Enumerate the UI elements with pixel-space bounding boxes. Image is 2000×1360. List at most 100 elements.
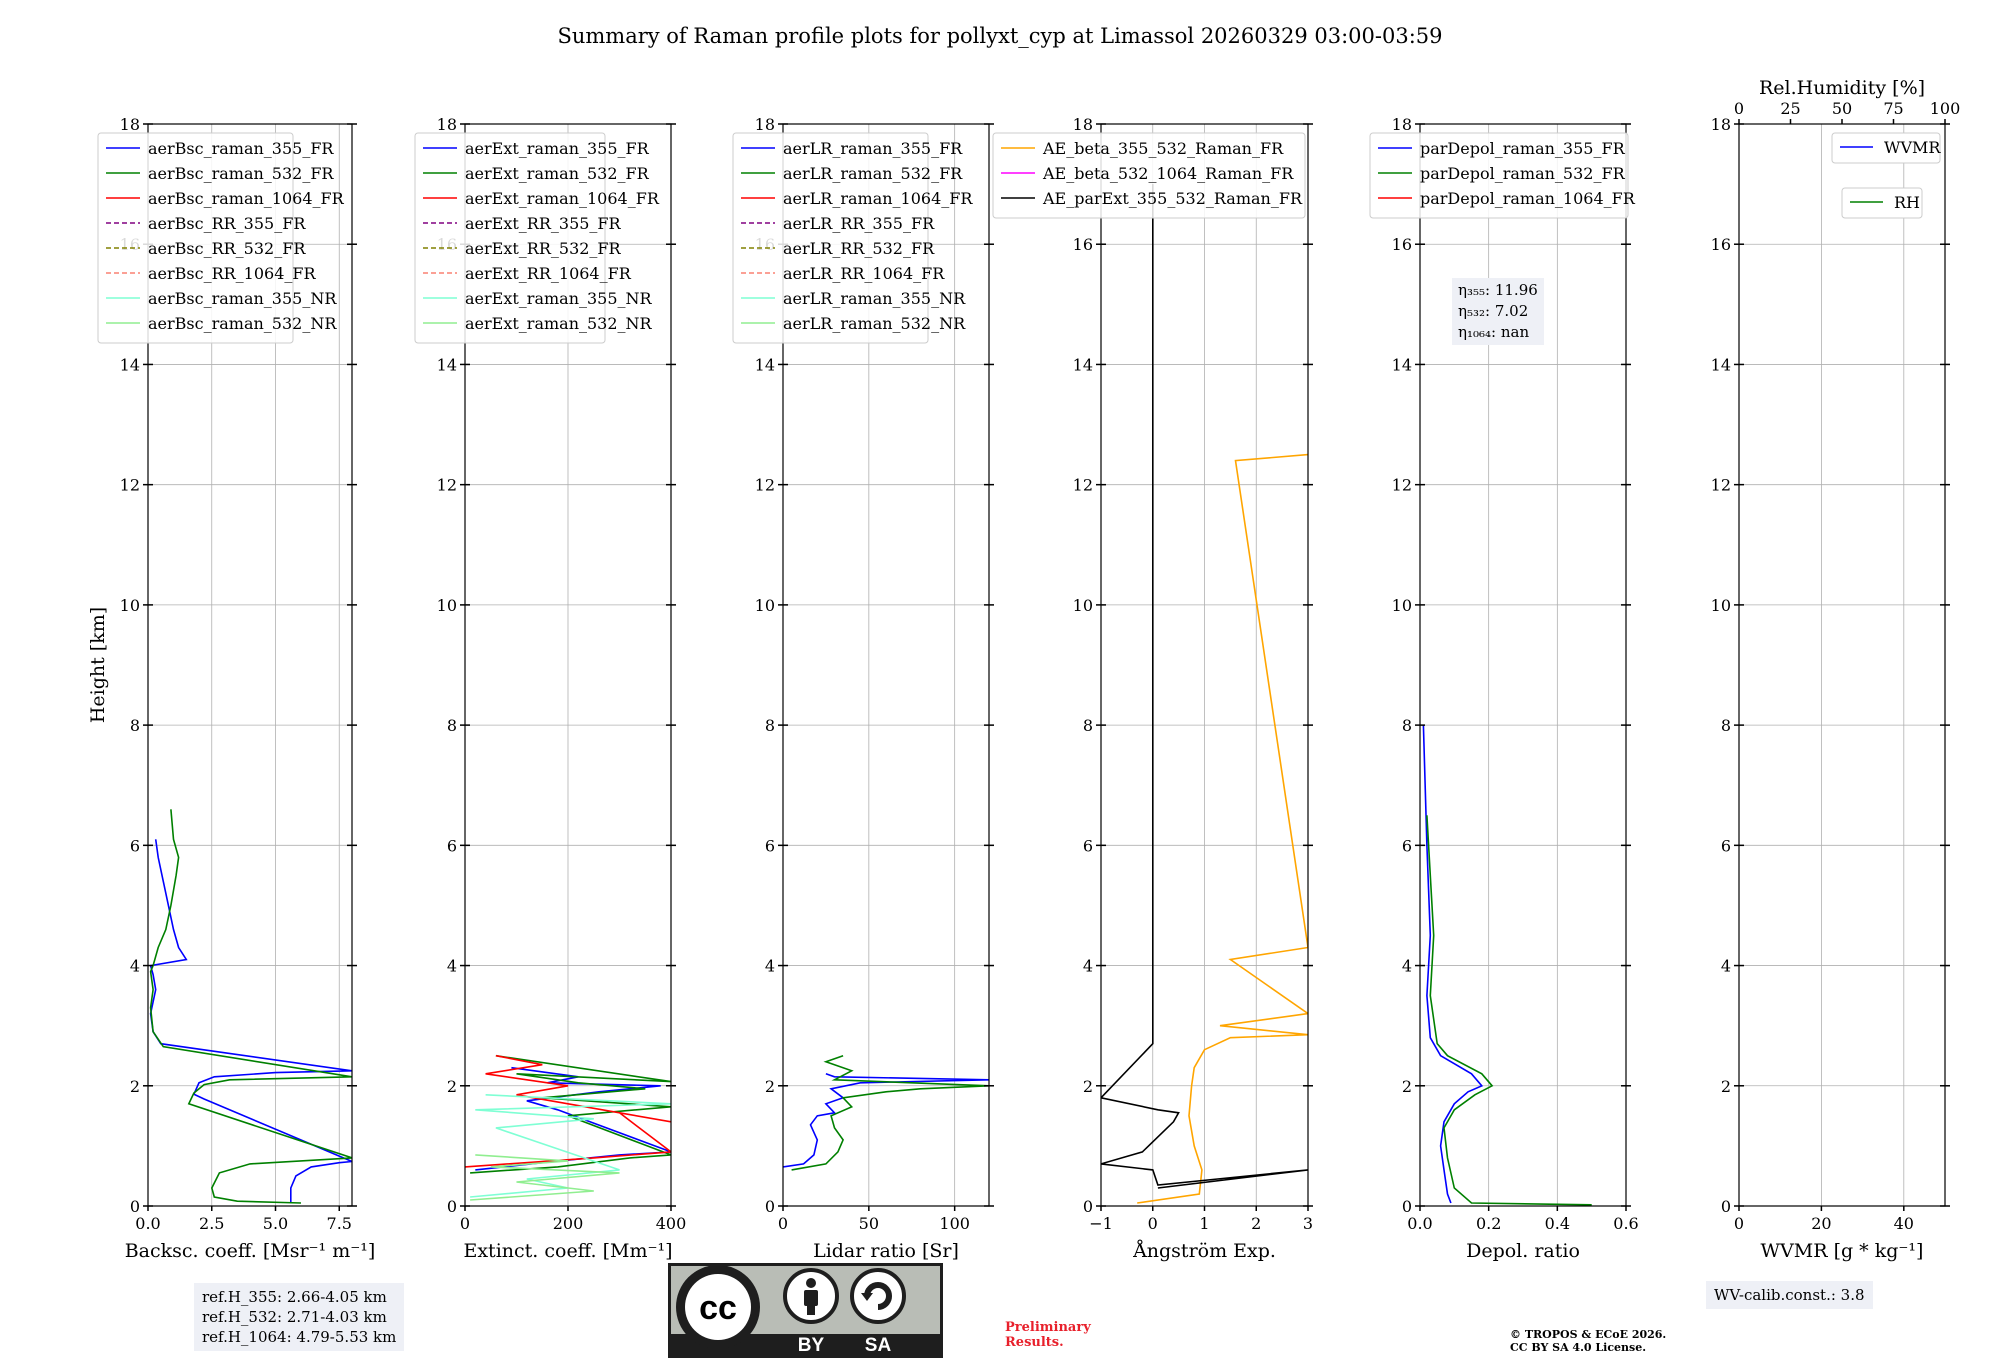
ytick-label: 6 [130, 836, 140, 855]
xtick-label: −1 [1089, 1214, 1113, 1233]
series-line-aerBsc_raman_532_FR [149, 809, 352, 1204]
legend-box [1841, 187, 1923, 219]
xtick-label: 1 [1199, 1214, 1209, 1233]
xtick-label: 7.5 [327, 1214, 352, 1233]
legend-label: AE_beta_355_532_Raman_FR [1042, 139, 1284, 158]
legend-label: aerLR_RR_1064_FR [783, 264, 945, 283]
ytick-label: 4 [765, 957, 775, 976]
ytick-label: 18 [1711, 115, 1731, 134]
xtick-label: 0.4 [1545, 1214, 1570, 1233]
figure-title: Summary of Raman profile plots for polly… [557, 24, 1442, 48]
ytick-label: 6 [1721, 836, 1731, 855]
ytick-label: 16 [1711, 235, 1731, 254]
legend-label: WVMR [1884, 138, 1941, 157]
ytick-label: 8 [130, 716, 140, 735]
series-group [149, 809, 352, 1204]
series-line-aerLR_raman_355_FR [783, 1073, 989, 1168]
ytick-label: 4 [130, 957, 140, 976]
eta-532: η₅₃₂: 7.02 [1458, 302, 1529, 320]
series-line-aerExt_raman_355_NR [470, 1094, 671, 1198]
axes-frame [782, 123, 990, 1207]
xtick-label: 0 [460, 1214, 470, 1233]
legend-label: aerExt_RR_1064_FR [465, 264, 632, 283]
sa-share-icon [850, 1268, 906, 1324]
preliminary-note: Preliminary Results. [1005, 1320, 1091, 1350]
legend-box [732, 132, 929, 344]
preliminary-line-2: Results. [1005, 1335, 1064, 1350]
ytick-label: 2 [1721, 1077, 1731, 1096]
ytick-label: 12 [437, 476, 457, 495]
top-xtick-label: 75 [1883, 99, 1903, 118]
ytick-label: 10 [120, 596, 140, 615]
xtick-label: 2.5 [199, 1214, 224, 1233]
ref-h-355: ref.H_355: 2.66-4.05 km [202, 1288, 387, 1306]
xtick-label: 40 [1894, 1214, 1914, 1233]
ytick-label: 18 [120, 115, 140, 134]
eta-355: η₃₅₅: 11.96 [1458, 281, 1538, 299]
ytick-label: 18 [1073, 115, 1093, 134]
cc-icon [685, 1274, 751, 1340]
series-line-AE_beta_355_532_Raman_FR [1137, 453, 1308, 1204]
ytick-label: 14 [755, 355, 775, 374]
panel-depol: 0 2 4 6 8 10 12 14 16 18 0.0 0.2 0.4 0.6 Depol. ratio p… [1369, 115, 1639, 1262]
series-group [1422, 725, 1592, 1206]
by-text: BY [798, 1335, 825, 1356]
top-xtick-label: 100 [1930, 99, 1961, 118]
ytick-label: 18 [437, 115, 457, 134]
legend-label: aerExt_raman_532_FR [465, 164, 650, 183]
ytick-label: 2 [447, 1077, 457, 1096]
xtick-label: 2 [1251, 1214, 1261, 1233]
ytick-label: 4 [1402, 957, 1412, 976]
ytick-label: 8 [765, 716, 775, 735]
ref-h-532: ref.H_532: 2.71-4.03 km [202, 1308, 387, 1326]
ytick-label: 4 [447, 957, 457, 976]
x-axis-label: Depol. ratio [1466, 1240, 1580, 1262]
legend-label: AE_parExt_355_532_Raman_FR [1042, 189, 1303, 208]
xtick-label: 50 [859, 1214, 879, 1233]
ytick-label: 14 [1392, 355, 1412, 374]
legend: parDepol_raman_355_FR parDepol_raman_532_… [1369, 132, 1636, 219]
ytick-label: 18 [1392, 115, 1412, 134]
series-line-AE_parExt_355_532_Raman_FR [1101, 184, 1308, 1189]
x-axis-label: Extinct. coeff. [Mm⁻¹] [463, 1240, 672, 1262]
legend-box [414, 132, 606, 344]
legend: aerLR_raman_355_FR aerLR_raman_532_FR aerL… [732, 132, 973, 344]
xtick-label: 0 [1734, 1214, 1744, 1233]
ytick-label: 14 [1073, 355, 1093, 374]
axes-frame [147, 123, 353, 1207]
xtick-label: 400 [656, 1214, 687, 1233]
legend-label: aerExt_raman_355_NR [465, 289, 653, 308]
series-line-parDepol_raman_355_FR [1422, 725, 1484, 1204]
legend-label: aerLR_raman_355_NR [783, 289, 966, 308]
legend-label: aerLR_RR_532_FR [783, 239, 935, 258]
legend-label: aerLR_raman_355_FR [783, 139, 963, 158]
series-line-aerExt_raman_532_FR [470, 1054, 671, 1174]
ytick-label: 6 [1402, 836, 1412, 855]
ytick-label: 6 [1083, 836, 1093, 855]
eta-box: η₃₅₅: 11.96 η₅₃₂: 7.02 η₁₀₆₄: nan [1452, 278, 1544, 345]
axes-frame [1419, 123, 1627, 1207]
ytick-label: 0 [130, 1197, 140, 1216]
xtick-label: 0.0 [1407, 1214, 1432, 1233]
ytick-label: 2 [1083, 1077, 1093, 1096]
x-axis-label: Backsc. coeff. [Msr⁻¹ m⁻¹] [125, 1240, 376, 1262]
ytick-label: 8 [1402, 716, 1412, 735]
legend-label: aerBsc_raman_355_FR [148, 139, 334, 158]
ytick-label: 2 [1402, 1077, 1412, 1096]
legend-label: RH [1894, 193, 1920, 212]
legend-label: parDepol_raman_355_FR [1420, 139, 1626, 158]
copyright-line-1: © TROPOS & ECoE 2026. [1510, 1328, 1667, 1341]
legend-label: aerBsc_RR_355_FR [148, 214, 306, 233]
ytick-label: 0 [1083, 1197, 1093, 1216]
ytick-label: 0 [1721, 1197, 1731, 1216]
legend: aerExt_raman_355_FR aerExt_raman_532_FRae… [414, 132, 660, 344]
xtick-label: 5.0 [263, 1214, 288, 1233]
ytick-label: 0 [765, 1197, 775, 1216]
ytick-label: 2 [765, 1077, 775, 1096]
series-group [465, 1054, 671, 1201]
legend-label: aerLR_raman_1064_FR [783, 189, 973, 208]
legend-label: aerExt_RR_355_FR [465, 214, 622, 233]
legend-label: AE_beta_532_1064_Raman_FR [1042, 164, 1294, 183]
wv-calib-box: WV-calib.const.: 3.8 [1706, 1281, 1873, 1309]
series-line-aerLR_raman_532_FR [791, 1054, 989, 1171]
